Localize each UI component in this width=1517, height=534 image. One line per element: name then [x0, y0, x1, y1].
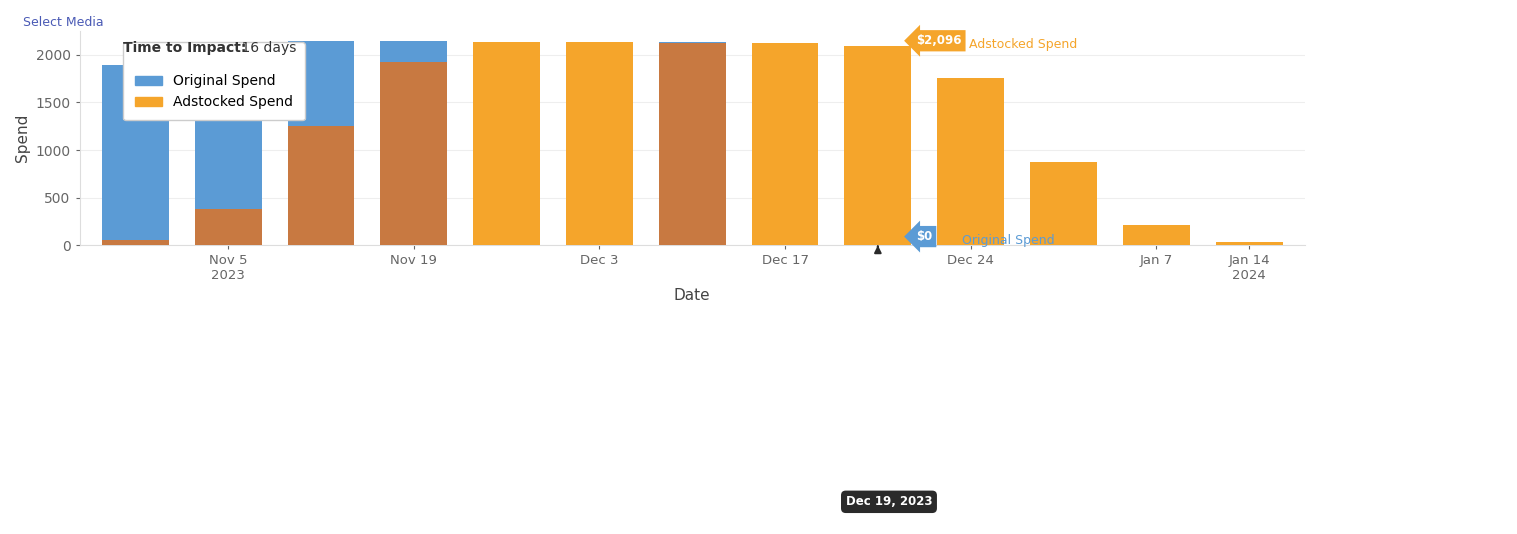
Bar — [288, 41, 355, 126]
Bar — [288, 126, 355, 245]
Text: Adstocked Spend: Adstocked Spend — [969, 38, 1077, 51]
Bar — [102, 240, 168, 245]
Bar — [658, 43, 725, 245]
Bar — [381, 42, 448, 62]
Bar — [1215, 242, 1282, 245]
Bar — [194, 71, 261, 209]
Bar — [381, 62, 448, 245]
Bar — [658, 42, 725, 43]
Bar — [566, 42, 633, 245]
Bar — [194, 209, 261, 245]
Y-axis label: Spend: Spend — [15, 114, 30, 162]
Text: Time to Impact:: Time to Impact: — [123, 41, 246, 54]
Bar — [102, 65, 168, 240]
X-axis label: Date: Date — [674, 288, 710, 303]
Text: 16 days: 16 days — [237, 41, 296, 54]
Text: Dec 19, 2023: Dec 19, 2023 — [846, 496, 933, 508]
Bar — [1030, 161, 1097, 245]
Bar — [751, 43, 819, 245]
Bar — [845, 46, 912, 245]
Bar — [1123, 225, 1189, 245]
Bar — [473, 42, 540, 245]
Text: Original Spend: Original Spend — [962, 233, 1054, 247]
Text: Select Media: Select Media — [23, 16, 103, 29]
Text: $2,096: $2,096 — [916, 34, 962, 47]
Legend: Original Spend, Adstocked Spend: Original Spend, Adstocked Spend — [123, 42, 305, 120]
Text: $0: $0 — [916, 230, 931, 243]
Bar — [938, 77, 1004, 245]
